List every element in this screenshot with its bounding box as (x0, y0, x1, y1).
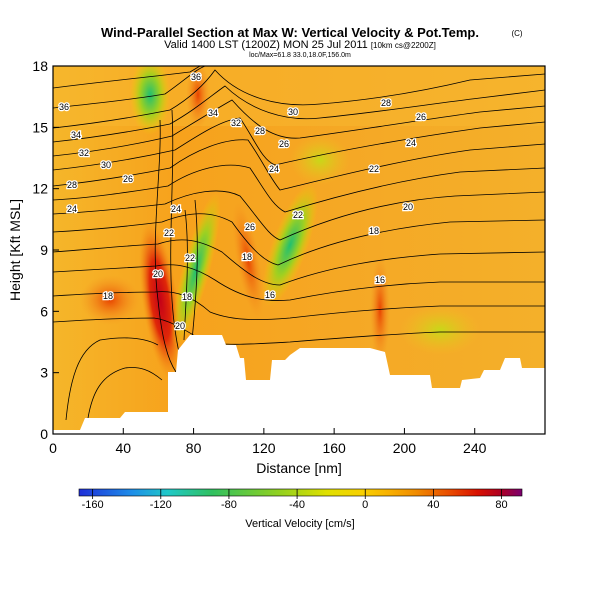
model-tag-text: [10km cs@2200Z] (371, 41, 436, 50)
isentrope-label: 18 (242, 252, 252, 262)
isentrope-label: 22 (185, 253, 195, 263)
isentrope-label: 22 (293, 210, 303, 220)
x-axis-label: Distance [nm] (256, 460, 342, 476)
y-tick-label: 0 (40, 426, 48, 442)
valid-time-text: Valid 1400 LST (1200Z) MON 25 Jul 2011 (164, 39, 368, 51)
terrain-mask (53, 335, 545, 434)
y-tick-label: 6 (40, 303, 48, 319)
x-tick-label: 240 (463, 440, 487, 456)
colorbar-tick-label: -40 (289, 499, 305, 511)
isentrope-label: 32 (231, 118, 241, 128)
location-subtitle: loc/Max=61.8 33.0,18.0F,156.0m (249, 52, 351, 59)
colorbar-ticks: -160 -120 -80 -40 0 40 80 (82, 489, 508, 511)
third-updraft-region (370, 255, 390, 365)
colorbar (78, 488, 523, 497)
isentrope-label: 24 (171, 204, 181, 214)
isentrope-label: 26 (416, 112, 426, 122)
isentrope-label: 16 (375, 275, 385, 285)
colorbar-tick-label: -80 (221, 499, 237, 511)
isentrope-label: 20 (153, 269, 163, 279)
isentrope-label: 24 (67, 204, 77, 214)
copyright-mark: (C) (511, 29, 522, 38)
chart-title: Wind-Parallel Section at Max W: Vertical… (101, 25, 479, 40)
isentrope-label: 22 (164, 228, 174, 238)
contour-labels: 36 34 32 30 28 26 24 24 22 20 18 20 18 22 36 34 32 28 26 30… (58, 71, 428, 333)
isentrope-label: 28 (67, 180, 77, 190)
colorbar-tick-label: -120 (150, 499, 172, 511)
left-weak-updraft (80, 275, 140, 325)
x-tick-label: 0 (49, 440, 57, 456)
colorbar-label: Vertical Velocity [cm/s] (245, 518, 354, 530)
isentrope-label: 32 (79, 148, 89, 158)
second-downdraft-region (262, 183, 318, 307)
x-axis: 0 40 80 120 160 200 240 (49, 428, 487, 456)
y-tick-label: 18 (32, 58, 48, 74)
y-tick-label: 15 (32, 119, 48, 135)
isentrope-label: 24 (406, 138, 416, 148)
x-tick-label: 80 (186, 440, 202, 456)
upper-downdraft-region (130, 66, 170, 135)
isentrope-label: 18 (182, 292, 192, 302)
x-tick-label: 40 (115, 440, 131, 456)
x-tick-label: 200 (393, 440, 417, 456)
isentrope-label: 28 (255, 126, 265, 136)
y-tick-label: 12 (32, 181, 48, 197)
isentrope-lines (53, 66, 545, 421)
isentrope-label: 26 (123, 174, 133, 184)
x-tick-label: 120 (252, 440, 276, 456)
isentrope-label: 30 (288, 107, 298, 117)
upper-updraft-region (186, 66, 210, 130)
isentrope-label: 34 (208, 108, 218, 118)
main-updraft-region (138, 220, 182, 380)
weak-downdraft-region (290, 135, 350, 185)
isentrope-label: 28 (381, 98, 391, 108)
isentrope-label: 36 (191, 72, 201, 82)
colorbar-tick-label: 40 (427, 499, 439, 511)
isentrope-label: 20 (175, 321, 185, 331)
colorbar-tick-label: 80 (495, 499, 507, 511)
isentrope-label: 30 (101, 160, 111, 170)
right-weak-downdraft (400, 305, 480, 355)
isentrope-label: 26 (245, 222, 255, 232)
plot-area: 36 34 32 30 28 26 24 24 22 20 18 20 18 22 36 34 32 28 26 30… (53, 66, 545, 434)
colorbar-tick-label: 0 (362, 499, 368, 511)
upper-field-band (53, 66, 545, 126)
isentrope-label: 36 (59, 102, 69, 112)
isentrope-label: 22 (369, 164, 379, 174)
x-tick-label: 160 (322, 440, 346, 456)
valid-time-line: Valid 1400 LST (1200Z) MON 25 Jul 2011 [… (164, 39, 436, 51)
isentrope-label: 26 (279, 139, 289, 149)
isentrope-label: 18 (369, 226, 379, 236)
second-updraft-region (232, 200, 264, 320)
y-axis: 0 3 6 9 12 15 18 (32, 58, 59, 442)
y-tick-label: 9 (40, 242, 48, 258)
isentrope-label: 20 (403, 202, 413, 212)
isentrope-label: 16 (265, 290, 275, 300)
isentrope-label: 18 (103, 291, 113, 301)
isentrope-label: 24 (269, 164, 279, 174)
isentrope-label: 34 (71, 130, 81, 140)
colorbar-tick-label: -160 (82, 499, 104, 511)
y-axis-label: Height [Kft MSL] (7, 199, 23, 301)
y-tick-label: 3 (40, 365, 48, 381)
